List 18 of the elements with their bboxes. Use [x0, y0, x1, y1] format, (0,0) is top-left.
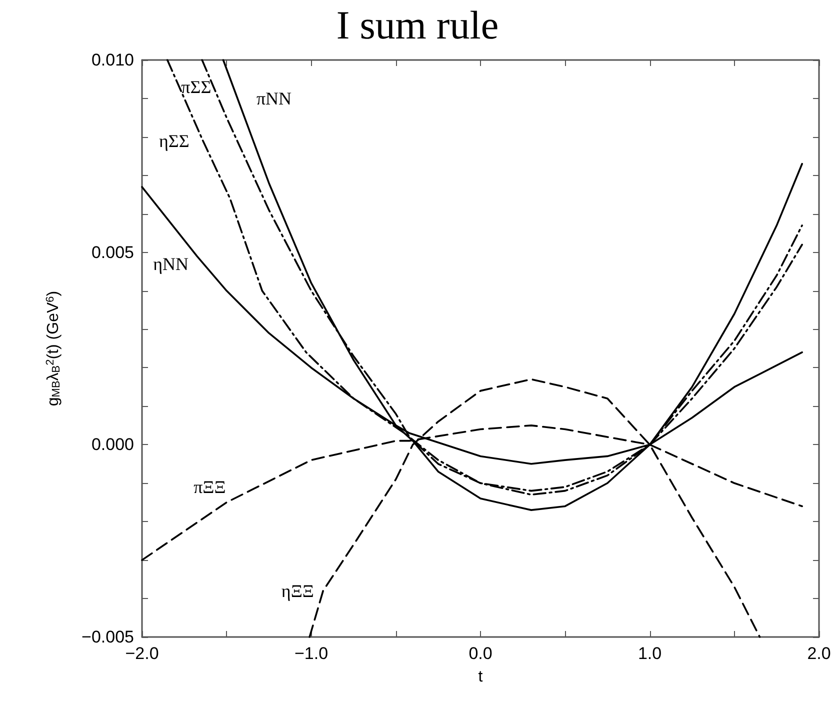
x-tick-label: −2.0	[125, 644, 159, 663]
x-tick-label: 1.0	[638, 644, 662, 663]
y-tick-label: 0.005	[91, 242, 134, 262]
y-tick-label: 0.010	[91, 50, 134, 70]
series-label: ηΞΞ	[281, 580, 314, 601]
series-label: πΣΣ	[181, 76, 212, 97]
series-label: πNN	[256, 88, 292, 108]
y-tick-label: −0.005	[82, 628, 134, 646]
series-label: ηΣΣ	[158, 130, 190, 151]
x-tick-label: 0.0	[468, 644, 492, 663]
x-tick-label: −1.0	[294, 644, 328, 663]
x-tick-label: 2.0	[807, 644, 831, 663]
x-axis-title: t	[478, 668, 484, 686]
series-label: πΞΞ	[194, 476, 226, 497]
y-tick-label: 0.000	[91, 435, 134, 454]
chart-title: I sum rule	[336, 2, 499, 48]
y-axis-title: gMBλB2(t) (GeV6)	[44, 290, 62, 406]
series-label: ηNN	[153, 254, 188, 274]
